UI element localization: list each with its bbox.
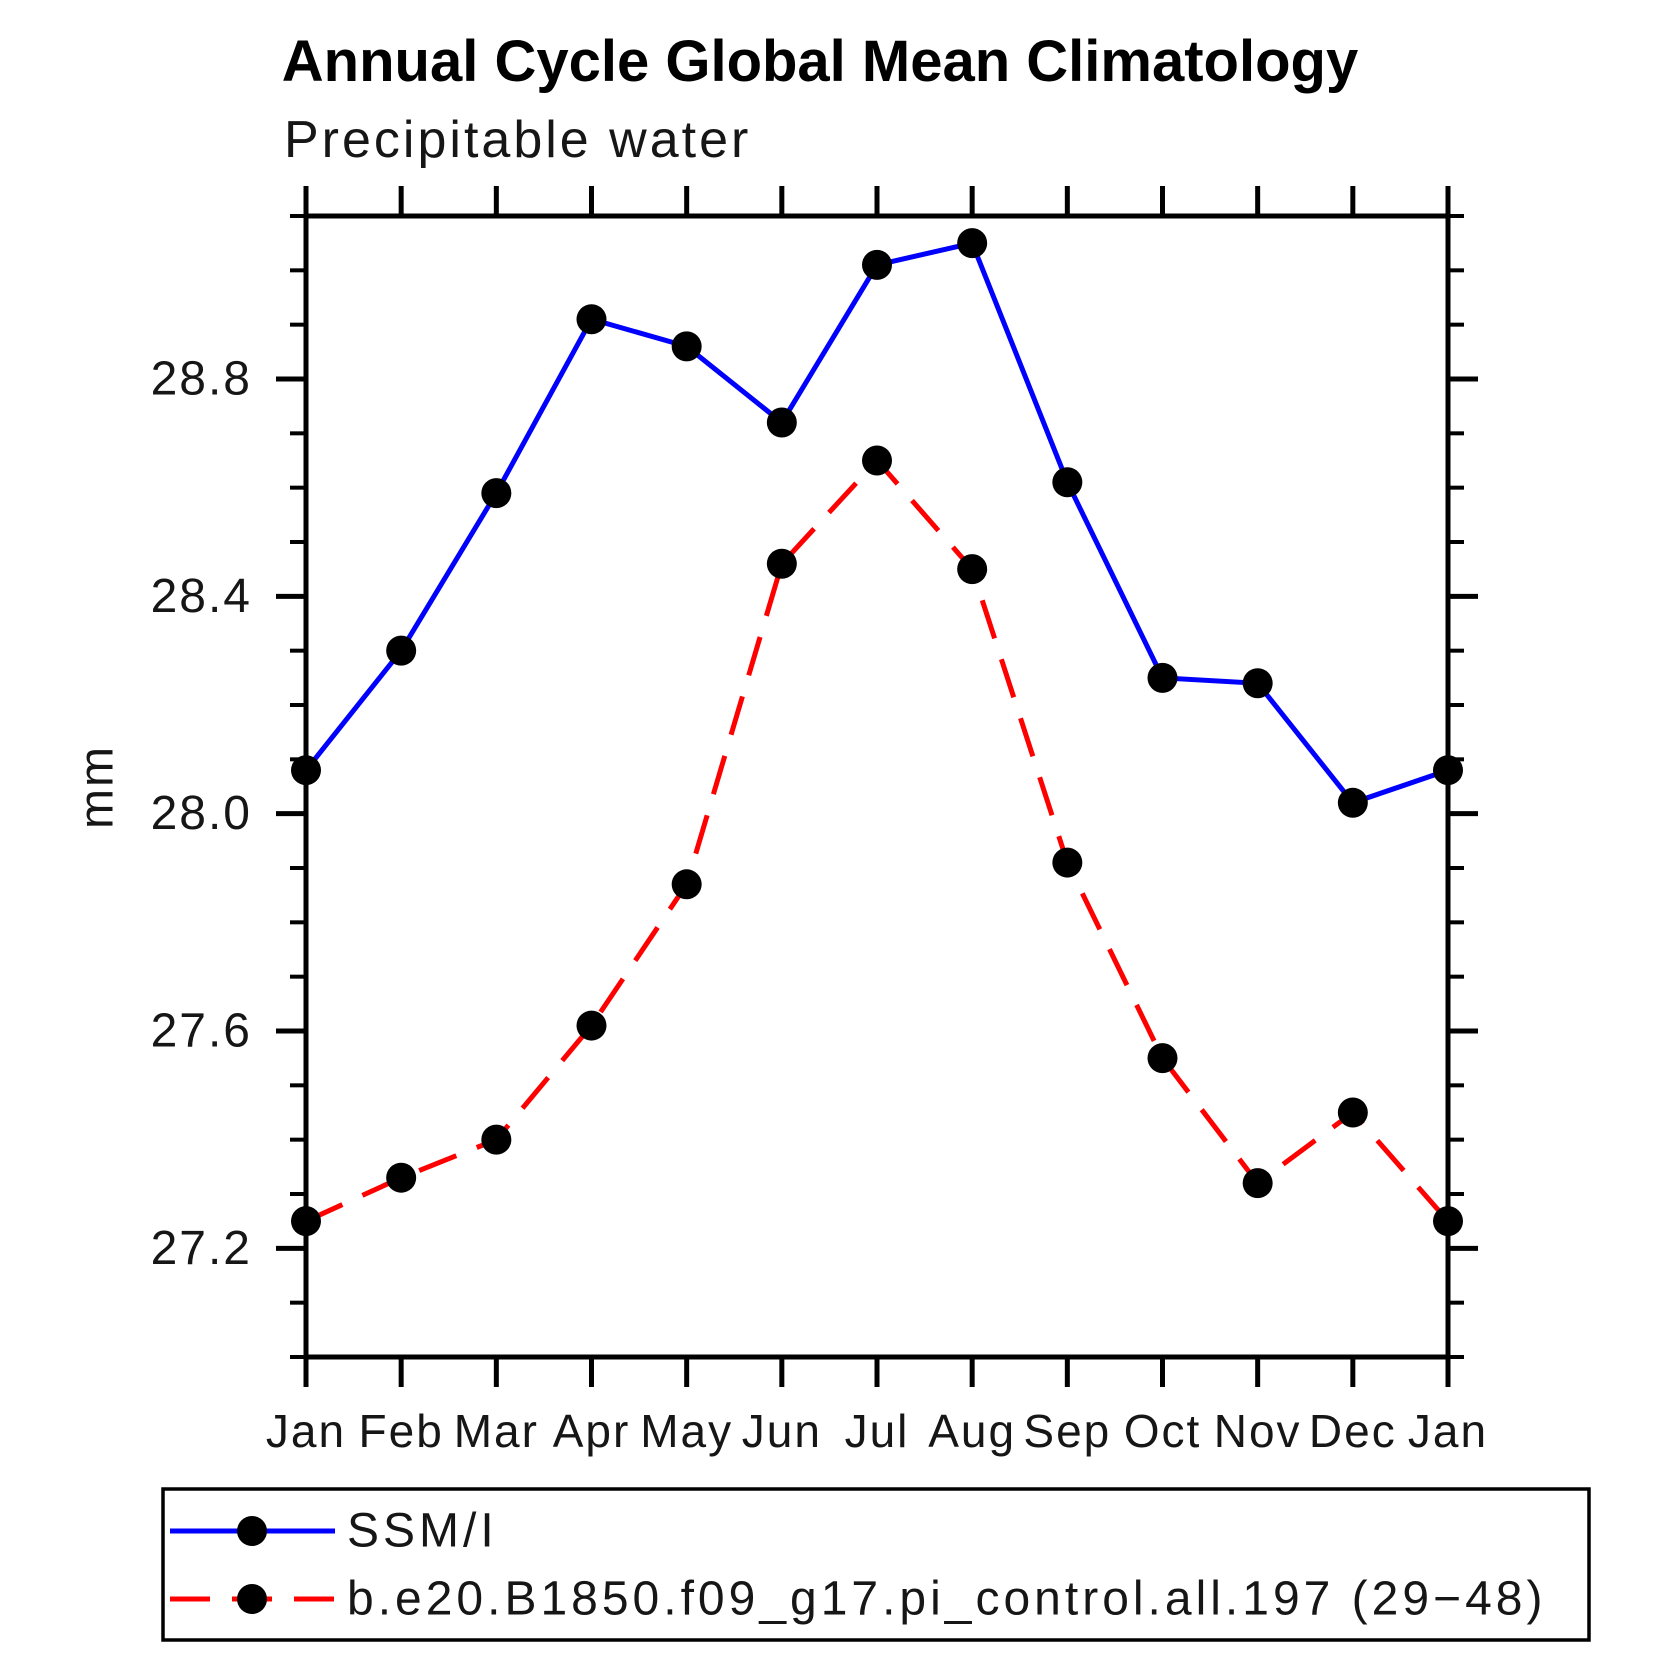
y-tick-label: 27.2 — [151, 1222, 252, 1275]
data-point-1 — [1337, 1097, 1368, 1128]
legend: SSM/I b.e20.B1850.f09_g17.pi_control.all… — [161, 1487, 1591, 1642]
data-point-1 — [291, 1206, 321, 1237]
x-tick-label: Jul — [845, 1405, 910, 1457]
data-point-0 — [1337, 787, 1368, 818]
legend-entry-model: b.e20.B1850.f09_g17.pi_control.all.197 (… — [170, 1573, 1546, 1626]
data-point-1 — [481, 1124, 512, 1155]
data-point-0 — [1433, 755, 1463, 786]
x-tick-label: Nov — [1214, 1405, 1302, 1457]
data-point-0 — [481, 478, 512, 509]
series-line-0 — [304, 240, 1449, 806]
data-point-1 — [1433, 1206, 1463, 1237]
y-axis-label: mm — [71, 745, 124, 829]
data-point-0 — [671, 331, 702, 362]
y-tick-label: 28.4 — [151, 570, 252, 623]
data-point-0 — [291, 755, 321, 786]
data-point-0 — [386, 635, 417, 666]
data-point-1 — [1052, 847, 1083, 878]
y-tick-label: 28.8 — [151, 353, 252, 406]
series-line-1 — [304, 456, 1450, 1224]
data-point-1 — [957, 554, 988, 585]
x-tick-label: May — [640, 1405, 733, 1457]
data-point-0 — [1242, 668, 1273, 699]
data-point-0 — [957, 228, 988, 259]
data-point-1 — [766, 548, 797, 579]
data-point-0 — [1147, 662, 1178, 693]
plot-frame — [303, 213, 1451, 1360]
chart-subtitle: Precipitable water — [284, 111, 752, 169]
data-point-0 — [1052, 467, 1083, 498]
x-tick-label: Aug — [928, 1405, 1016, 1457]
x-tick-label: Apr — [553, 1405, 631, 1457]
legend-entry-ssmi: SSM/I — [170, 1505, 498, 1558]
data-point-0 — [862, 249, 892, 280]
data-point-1 — [1242, 1168, 1273, 1199]
legend-marker-model — [237, 1584, 267, 1614]
data-point-0 — [576, 304, 607, 335]
data-point-1 — [1147, 1043, 1178, 1074]
x-tick-label: Feb — [359, 1405, 444, 1457]
data-point-0 — [766, 407, 797, 438]
x-tick-label: Jun — [742, 1405, 822, 1457]
x-tick-label: Jan — [266, 1405, 346, 1457]
x-tick-label: Oct — [1124, 1405, 1202, 1457]
y-tick-label: 27.6 — [151, 1005, 252, 1058]
y-tick-label: 28.0 — [151, 787, 252, 840]
legend-box — [161, 1487, 1591, 1642]
data-point-1 — [671, 869, 702, 900]
x-tick-label: Jan — [1408, 1405, 1488, 1457]
x-tick-label: Dec — [1309, 1405, 1397, 1457]
chart-title: Annual Cycle Global Mean Climatology — [281, 29, 1359, 94]
legend-marker-ssmi — [237, 1516, 267, 1546]
x-tick-label: Sep — [1023, 1405, 1111, 1457]
data-point-1 — [862, 445, 892, 476]
data-point-1 — [576, 1010, 607, 1041]
x-tick-label: Mar — [454, 1405, 539, 1457]
data-point-1 — [386, 1162, 417, 1193]
legend-label-ssmi: SSM/I — [347, 1505, 498, 1558]
legend-label-model: b.e20.B1850.f09_g17.pi_control.all.197 (… — [347, 1573, 1546, 1626]
